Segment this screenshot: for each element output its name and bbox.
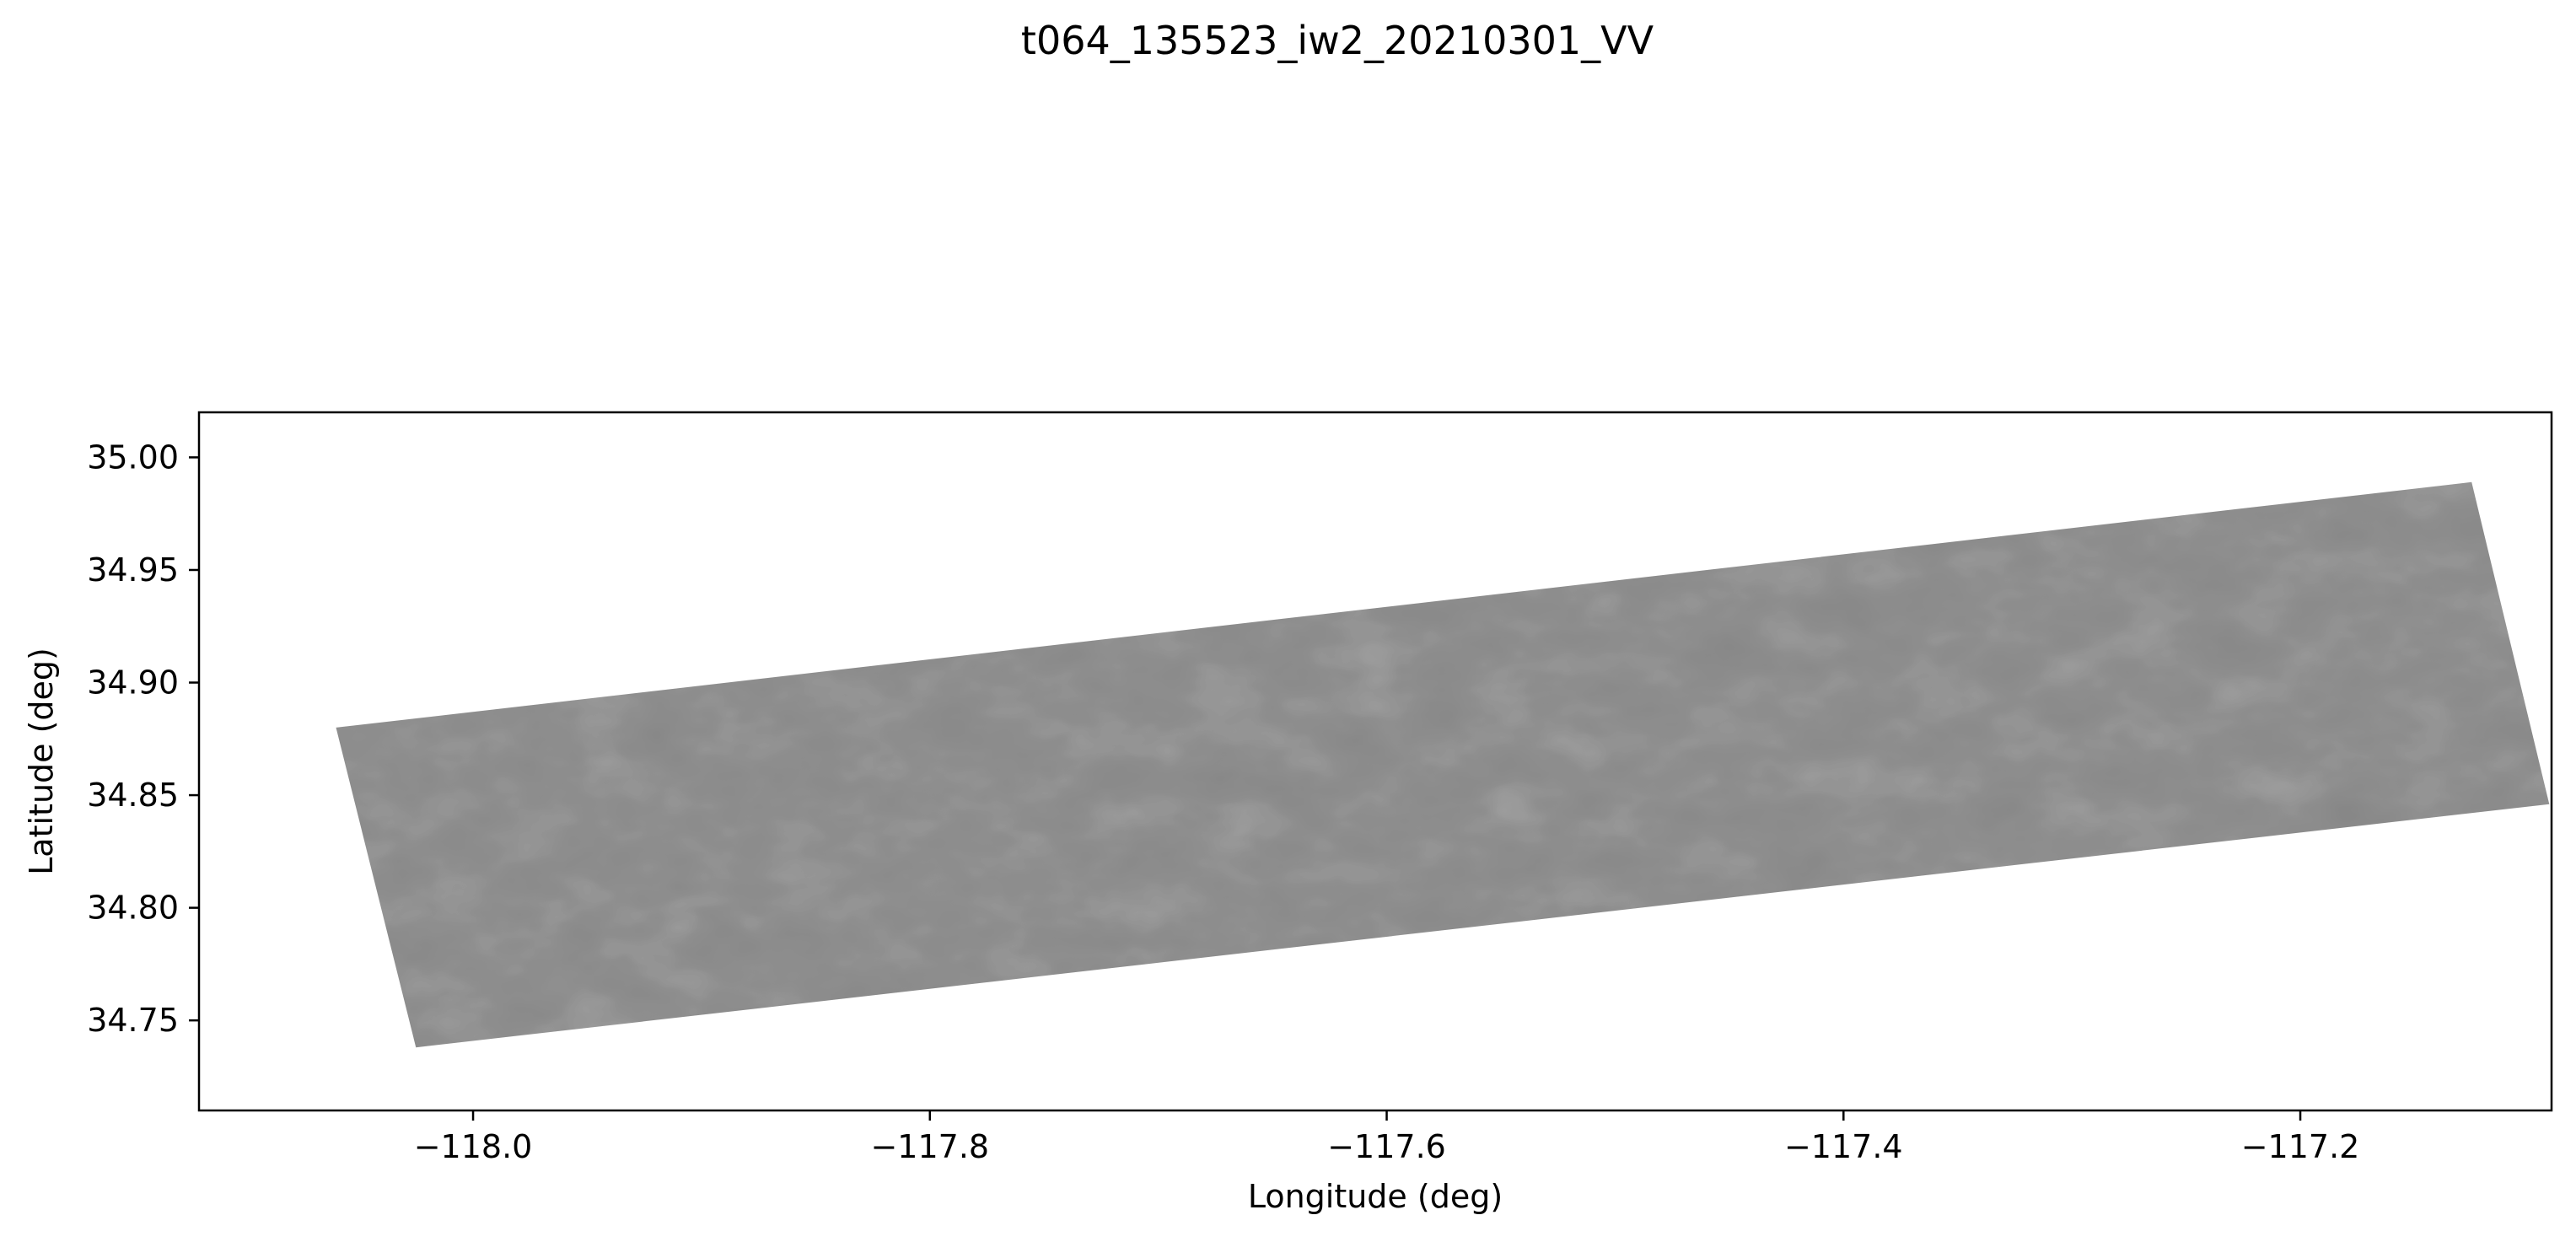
- chart-title: t064_135523_iw2_20210301_VV: [1021, 18, 1654, 63]
- y-tick-label: 34.85: [87, 777, 179, 814]
- x-tick-label: −117.8: [870, 1128, 989, 1165]
- y-axis-ticks: 35.00 34.95 34.90 34.85 34.80 34.75: [87, 438, 199, 1039]
- x-tick-label: −117.2: [2241, 1128, 2360, 1165]
- x-tick-label: −117.4: [1784, 1128, 1903, 1165]
- y-tick-label: 34.75: [87, 1002, 179, 1039]
- x-axis-ticks: −118.0 −117.8 −117.6 −117.4 −117.2: [414, 1110, 2360, 1165]
- y-tick-label: 34.90: [87, 664, 179, 702]
- x-axis-label: Longitude (deg): [1248, 1178, 1503, 1215]
- x-tick-label: −117.6: [1327, 1128, 1446, 1165]
- sar-image-footprint: [336, 481, 2550, 1048]
- y-tick-label: 34.80: [87, 890, 179, 927]
- y-axis-label: Latitude (deg): [23, 648, 60, 875]
- plot-frame: [197, 411, 2553, 1112]
- x-tick-label: −118.0: [414, 1128, 533, 1165]
- y-tick-label: 35.00: [87, 438, 179, 476]
- y-tick-label: 34.95: [87, 551, 179, 589]
